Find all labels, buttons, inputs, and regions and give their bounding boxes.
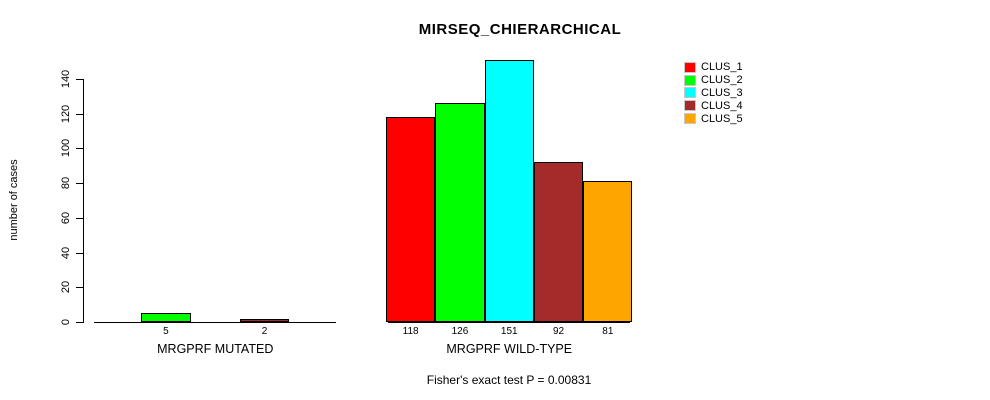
legend-item-clus_3: CLUS_3: [684, 87, 743, 100]
fisher-test-caption: Fisher's exact test P = 0.00831: [426, 373, 592, 387]
y-axis-tick: [76, 113, 83, 115]
legend-item-clus_2: CLUS_2: [684, 74, 743, 87]
y-axis-tick: [76, 252, 83, 254]
y-axis-tick-label: 60: [60, 211, 72, 224]
legend-label: CLUS_1: [701, 61, 743, 74]
y-axis-tick-label: 120: [60, 104, 72, 123]
chart-title: MIRSEQ_CHIERARCHICAL: [418, 21, 622, 38]
bar-value-label: 5: [163, 326, 169, 337]
legend-item-clus_1: CLUS_1: [684, 61, 743, 74]
y-axis-tick-label: 20: [60, 281, 72, 294]
bar-clus_2: [435, 103, 485, 322]
legend-item-clus_5: CLUS_5: [684, 112, 743, 125]
y-axis-tick-label: 140: [60, 69, 72, 89]
bar-clus_4: [533, 162, 584, 322]
y-axis-tick: [76, 148, 83, 150]
bar-value-label: 81: [602, 326, 614, 337]
bar-clus_4: [239, 318, 290, 322]
legend-swatch-clus_4: [684, 100, 696, 112]
y-axis-tick-label: 100: [60, 139, 72, 158]
bar-value-label: 151: [500, 326, 518, 337]
x-axis-baseline: [94, 322, 336, 323]
bar-value-label: 118: [402, 326, 419, 337]
bar-clus_5: [583, 181, 633, 322]
bar-clus_3: [484, 59, 534, 322]
legend-label: CLUS_2: [701, 74, 743, 87]
legend-swatch-clus_1: [684, 61, 696, 73]
y-axis-tick-label: 80: [60, 177, 72, 190]
legend-swatch-clus_5: [684, 113, 696, 125]
legend-item-clus_4: CLUS_4: [684, 99, 743, 112]
legend: CLUS_1 CLUS_2 CLUS_3 CLUS_4 CLUS_5: [684, 61, 743, 125]
bar-value-label: 126: [451, 326, 469, 337]
legend-swatch-clus_3: [684, 87, 696, 99]
legend-label: CLUS_5: [701, 112, 743, 125]
group-label: MRGPRF MUTATED: [157, 342, 274, 356]
y-axis-tick: [76, 79, 83, 80]
y-axis-tick-label: 0: [60, 318, 72, 326]
y-axis-tick-label: 40: [60, 246, 72, 259]
y-axis-label: number of cases: [8, 159, 20, 241]
y-axis: [83, 79, 84, 323]
bar-value-label: 2: [261, 326, 268, 337]
y-axis-tick: [76, 217, 83, 219]
legend-swatch-clus_2: [684, 74, 696, 86]
y-axis-tick: [76, 287, 83, 289]
legend-label: CLUS_3: [701, 86, 743, 99]
bar-clus_1: [386, 117, 436, 322]
bar-value-label: 92: [552, 326, 565, 337]
y-axis-tick: [76, 322, 83, 323]
legend-label: CLUS_4: [701, 99, 743, 112]
bar-clus_2: [141, 313, 191, 322]
y-axis-tick: [76, 183, 83, 185]
x-axis-baseline: [388, 322, 630, 323]
group-label: MRGPRF WILD-TYPE: [446, 342, 573, 356]
